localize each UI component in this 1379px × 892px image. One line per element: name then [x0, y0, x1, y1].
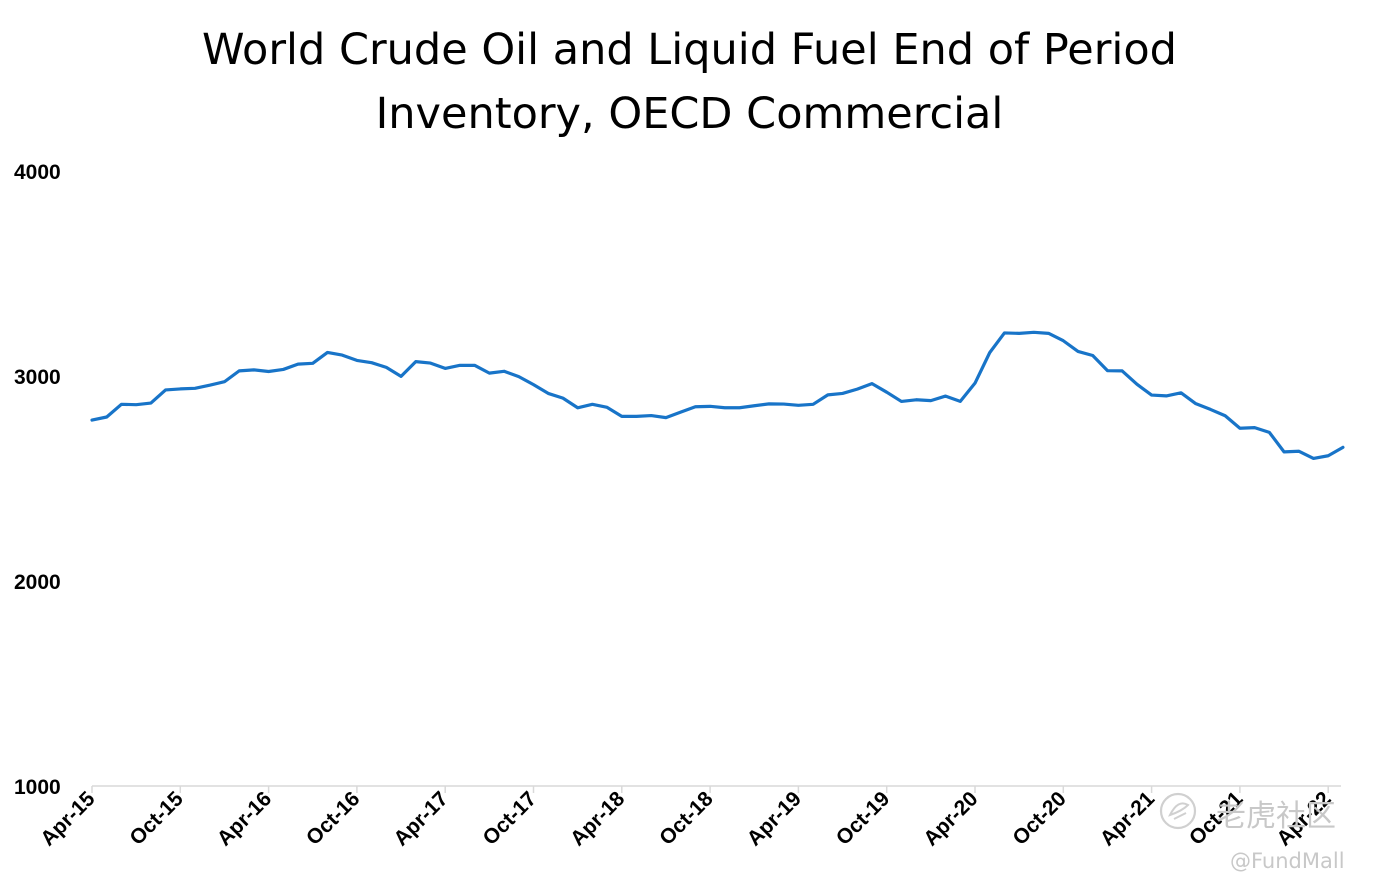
watermark: 老虎社区 @FundMall	[1159, 792, 1345, 873]
x-tick-label: Oct-16	[302, 787, 364, 849]
x-tick-label: Apr-21	[1096, 787, 1160, 851]
x-tick-label: Apr-16	[213, 787, 276, 850]
y-tick-label: 2000	[14, 571, 61, 594]
x-tick-label: Apr-17	[389, 787, 452, 850]
x-axis: Apr-15 Oct-15 Apr-16 Oct-16 Apr-17 Oct-17 Apr-…	[36, 785, 1341, 851]
x-tick-label: Oct-20	[1008, 787, 1070, 849]
watermark-handle: @FundMall	[1230, 849, 1345, 873]
x-tick-label: Apr-20	[919, 787, 982, 850]
chart-title: World Crude Oil and Liquid Fuel End of P…	[0, 18, 1379, 146]
watermark-brand: 老虎社区	[1216, 799, 1336, 834]
x-tick-label: Apr-18	[566, 787, 630, 851]
y-tick-label: 1000	[14, 776, 61, 799]
y-axis-ticks: 4000 3000 2000 1000	[14, 161, 61, 799]
y-tick-label: 3000	[14, 366, 61, 389]
x-tick-label: Oct-19	[832, 787, 894, 849]
series-line	[90, 330, 1345, 461]
x-tick-label: Oct-18	[655, 787, 718, 850]
chart-title-line-1: World Crude Oil and Liquid Fuel End of P…	[202, 25, 1177, 75]
tiger-logo-icon	[1159, 792, 1197, 830]
x-tick-label: Oct-17	[479, 787, 541, 849]
x-tick-label: Oct-15	[125, 787, 188, 850]
chart-title-line-2: Inventory, OECD Commercial	[375, 89, 1004, 139]
y-tick-label: 4000	[14, 161, 61, 184]
series-layer	[90, 330, 1345, 461]
x-tick-label: Apr-19	[743, 787, 806, 850]
